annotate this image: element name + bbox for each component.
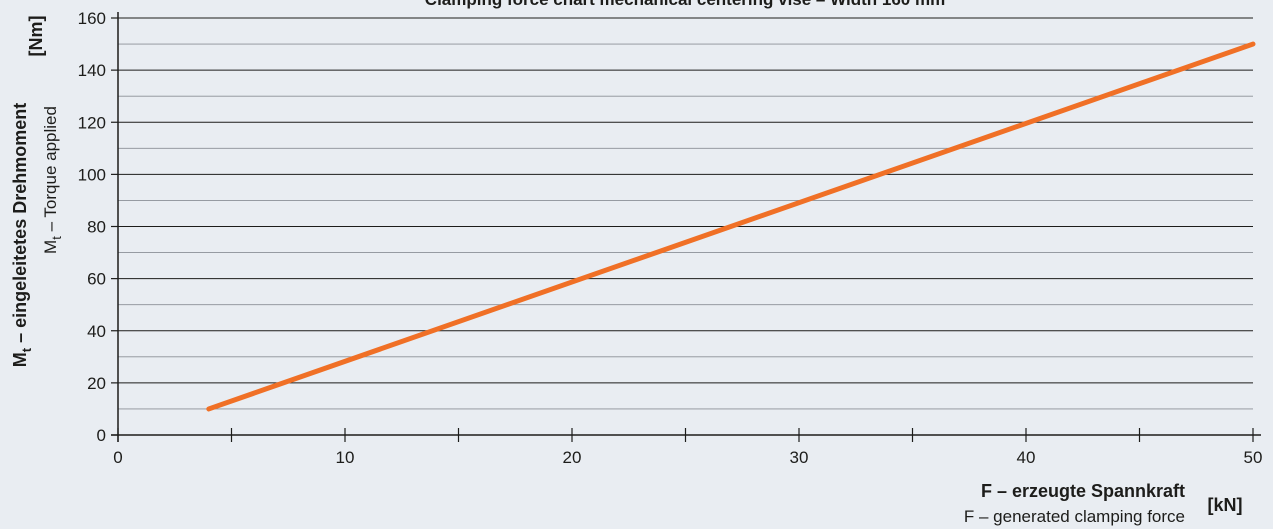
- tick-marks: [111, 17, 1254, 442]
- x-tick-label-0: 0: [113, 448, 122, 467]
- x-tick-label-10: 10: [336, 448, 355, 467]
- x-axis-unit: [kN]: [1208, 495, 1243, 515]
- y-axis-unit: [Nm]: [26, 16, 46, 57]
- series-layer: [206, 41, 1256, 412]
- y-axis-label-en: Mt – Torque applied: [41, 106, 64, 254]
- gridlines: [118, 17, 1253, 410]
- x-tick-label-20: 20: [563, 448, 582, 467]
- chart-title: Clamping force chart mechanical centerin…: [425, 0, 945, 9]
- y-axis-label-en-sub: t: [49, 236, 64, 240]
- y-axis-label-en-main: M: [41, 240, 60, 254]
- y-tick-labels: 0 20 40 60 80 100 120 140 160: [78, 9, 106, 445]
- y-axis-label-en-rest: – Torque applied: [41, 106, 60, 236]
- y-tick-label-100: 100: [78, 165, 106, 184]
- y-tick-label-0: 0: [97, 426, 106, 445]
- y-tick-label-60: 60: [87, 270, 106, 289]
- y-tick-label-160: 160: [78, 9, 106, 28]
- y-axis-label-de-rest: – eingeleitetes Drehmoment: [10, 103, 30, 348]
- y-axis-label-de-main: M: [10, 352, 30, 367]
- x-axis-label-de: F – erzeugte Spannkraft: [981, 481, 1185, 501]
- x-tick-label-50: 50: [1244, 448, 1263, 467]
- y-tick-label-120: 120: [78, 113, 106, 132]
- y-tick-label-40: 40: [87, 322, 106, 341]
- x-tick-label-30: 30: [790, 448, 809, 467]
- y-tick-label-80: 80: [87, 218, 106, 237]
- series-line-0: [206, 41, 1256, 412]
- x-axis-label-en: F – generated clamping force: [964, 507, 1185, 526]
- y-axis-label-de: Mt – eingeleitetes Drehmoment: [10, 103, 34, 367]
- y-axis-label-de-sub: t: [19, 347, 34, 352]
- x-tick-label-40: 40: [1017, 448, 1036, 467]
- y-tick-label-140: 140: [78, 61, 106, 80]
- y-tick-label-20: 20: [87, 374, 106, 393]
- x-tick-labels: 0 10 20 30 40 50: [113, 448, 1262, 467]
